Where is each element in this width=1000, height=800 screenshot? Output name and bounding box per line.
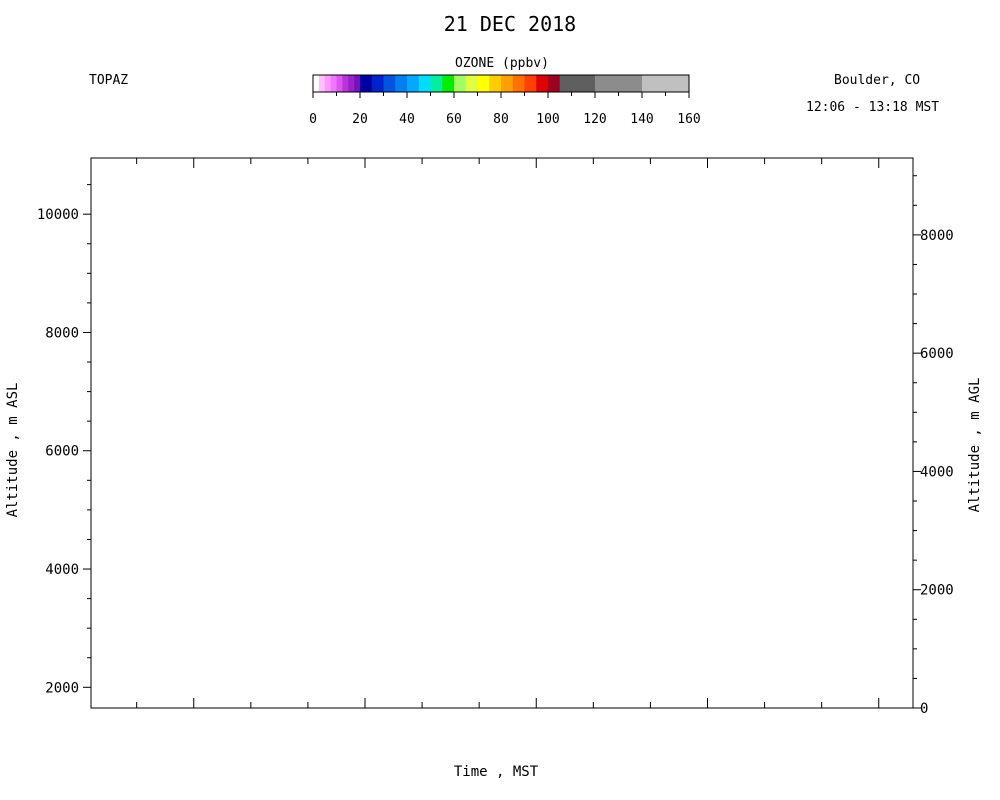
colorbar-segment: [512, 75, 525, 92]
colorbar-tick-label: 40: [399, 112, 415, 127]
colorbar-tick-label: 20: [352, 112, 368, 127]
colorbar-segment: [642, 75, 690, 92]
colorbar-segment: [313, 75, 320, 92]
colorbar-segment: [318, 75, 326, 92]
colorbar-tick-label: 120: [583, 112, 606, 127]
colorbar-segment: [395, 75, 408, 92]
colorbar-segment: [348, 75, 355, 92]
colorbar-segment: [477, 75, 490, 92]
y-tick-label-right: 2000: [920, 583, 954, 599]
colorbar-segment: [354, 75, 361, 92]
y-axis-label-left: Altitude , m ASL: [5, 383, 21, 518]
colorbar-tick-label: 60: [446, 112, 462, 127]
colorbar-segment: [454, 75, 467, 92]
colorbar-segment: [336, 75, 343, 92]
colorbar-segment: [360, 75, 373, 92]
station-label: TOPAZ: [89, 73, 128, 88]
y-tick-label-left: 6000: [45, 444, 79, 460]
colorbar-segment: [442, 75, 455, 92]
colorbar-segment: [501, 75, 514, 92]
y-axis-label-right: Altitude , m AGL: [967, 378, 983, 513]
y-tick-label-left: 10000: [37, 207, 79, 223]
colorbar-segment: [330, 75, 337, 92]
plot-frame: [90, 157, 914, 709]
colorbar-tick-label: 0: [309, 112, 317, 127]
colorbar-tick-label: 100: [536, 112, 559, 127]
chart-title: 21 DEC 2018: [444, 12, 576, 36]
x-axis-label: Time , MST: [454, 764, 539, 780]
colorbar-segment: [548, 75, 561, 92]
colorbar-segment: [371, 75, 384, 92]
colorbar-segment: [418, 75, 431, 92]
colorbar: 0 20 40 60 80 100 120 140 160: [309, 74, 701, 127]
y-tick-label-right: 6000: [920, 346, 954, 362]
axes: 12:1512:3012:4513:0013:15200040006000800…: [37, 157, 954, 717]
y-tick-label-right: 4000: [920, 464, 954, 480]
location-label: Boulder, CO: [834, 73, 920, 88]
y-tick-label-right: 8000: [920, 228, 954, 244]
colorbar-segment: [465, 75, 478, 92]
colorbar-segment: [524, 75, 537, 92]
colorbar-segment: [489, 75, 502, 92]
colorbar-segment: [383, 75, 396, 92]
colorbar-tick-label: 140: [630, 112, 653, 127]
y-tick-label-left: 8000: [45, 325, 79, 341]
colorbar-segment: [536, 75, 549, 92]
colorbar-segment: [430, 75, 443, 92]
colorbar-tick-label: 80: [493, 112, 509, 127]
colorbar-segment: [595, 75, 643, 92]
colorbar-segment: [407, 75, 420, 92]
y-tick-label-left: 2000: [45, 680, 79, 696]
colorbar-segment: [559, 75, 596, 92]
y-tick-label-left: 4000: [45, 562, 79, 578]
y-tick-label-right: 0: [920, 701, 928, 717]
colorbar-segment: [324, 75, 331, 92]
colorbar-tick-label: 160: [677, 112, 700, 127]
colorbar-title: OZONE (ppbv): [455, 56, 549, 71]
time-range-label: 12:06 - 13:18 MST: [806, 100, 939, 115]
colorbar-segment: [342, 75, 349, 92]
